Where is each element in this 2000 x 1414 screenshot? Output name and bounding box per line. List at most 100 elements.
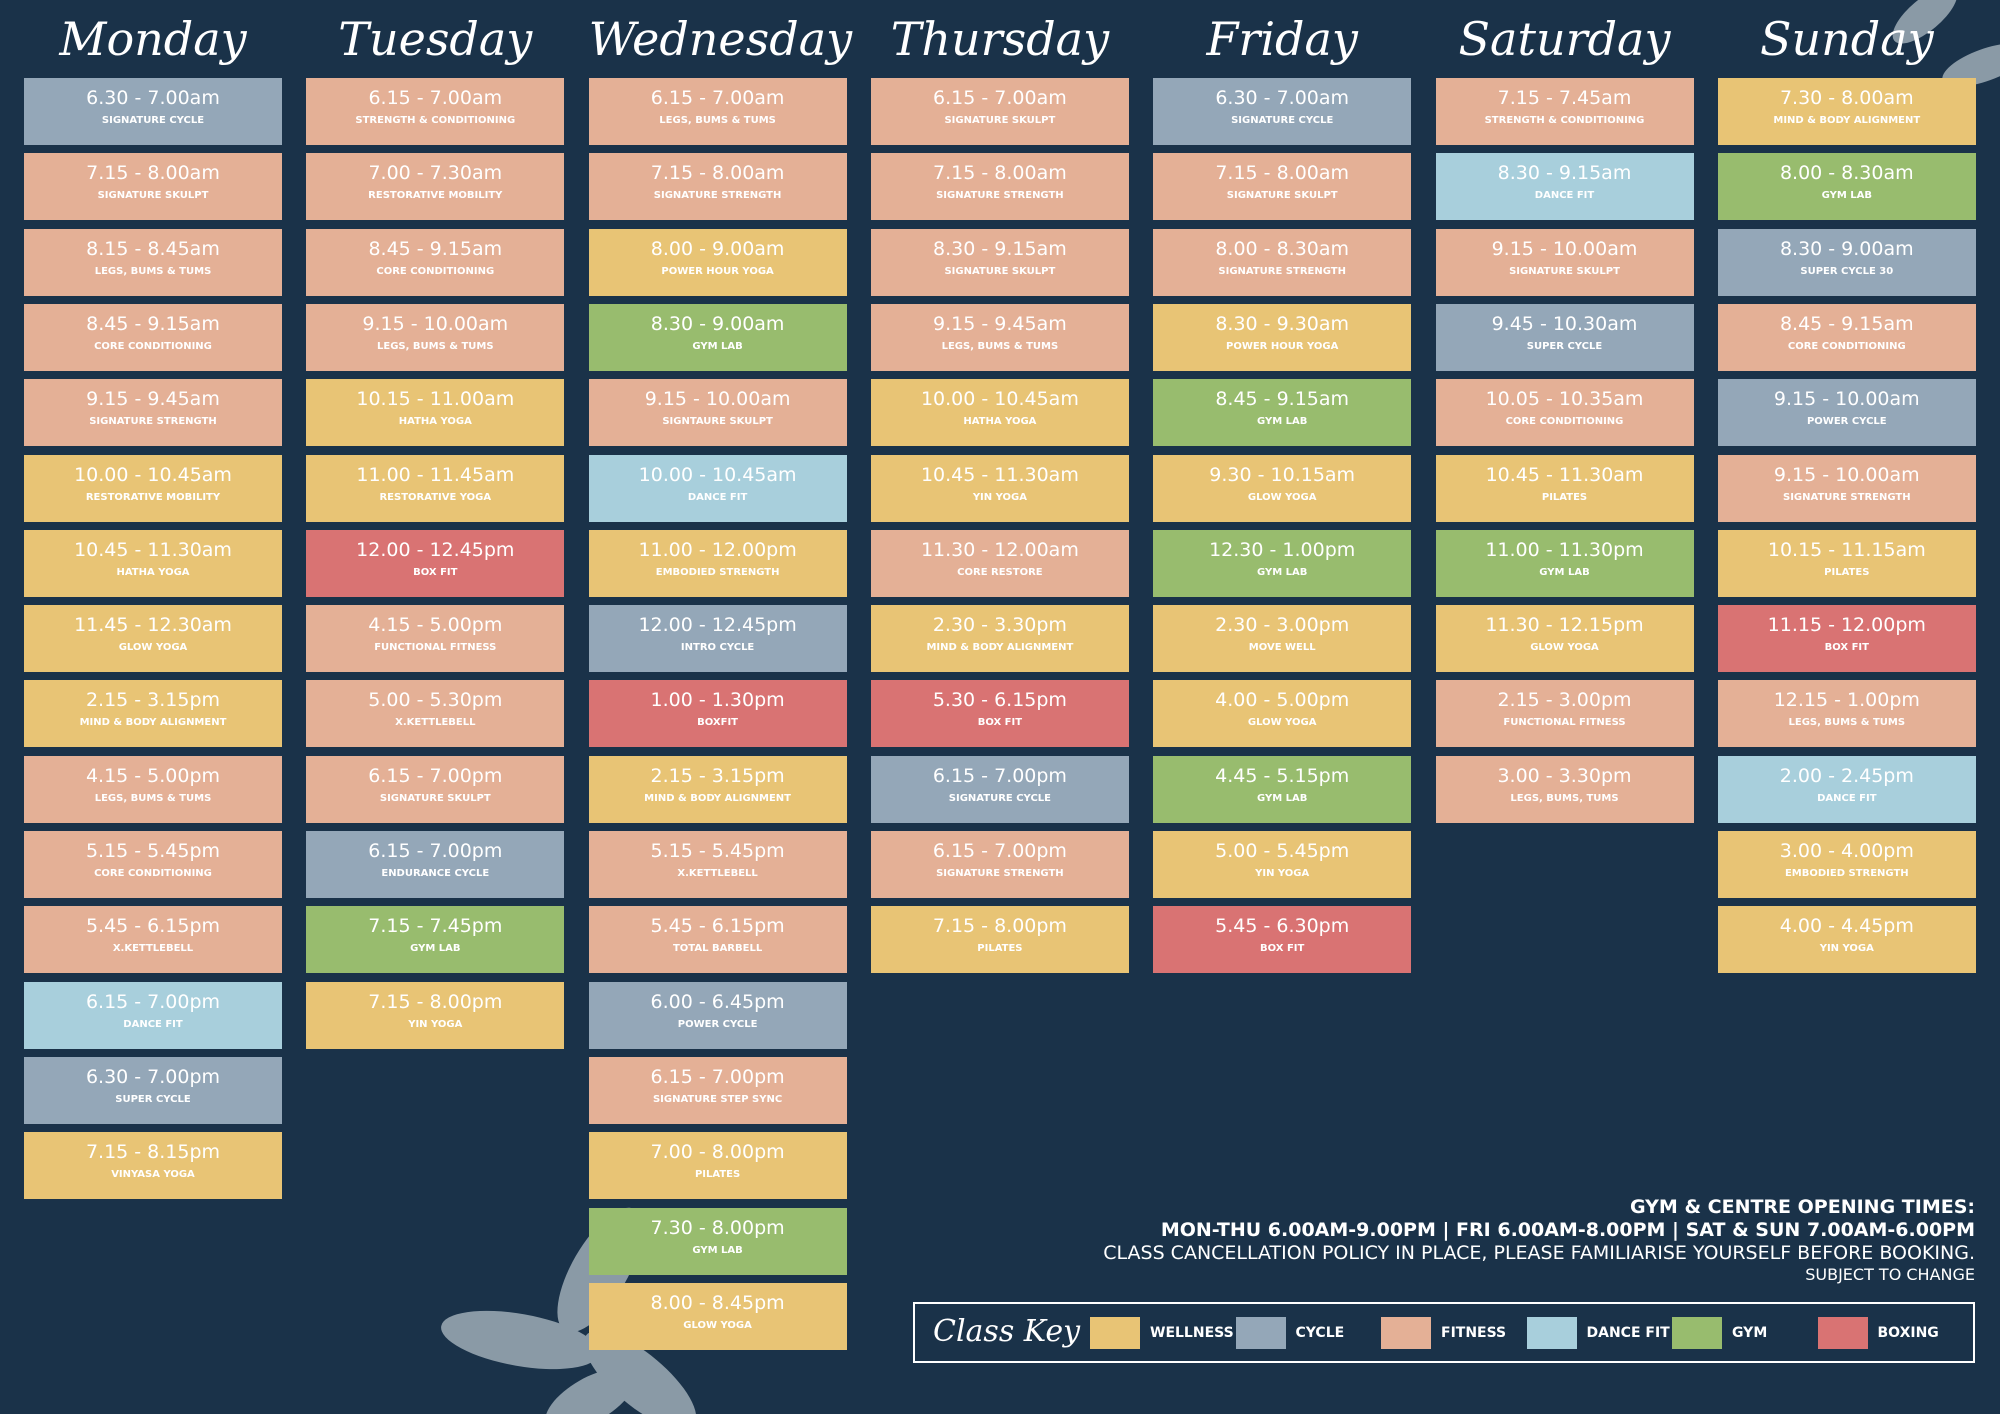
class-card: 10.45 - 11.30am PILATES <box>1435 454 1694 522</box>
key-label: WELLNESS <box>1150 1325 1234 1341</box>
class-name: SIGNATURE SKULPT <box>944 265 1056 277</box>
class-time: 3.00 - 4.00pm <box>1779 840 1914 862</box>
class-name: X.KETTLEBELL <box>112 943 194 955</box>
day-heading: Monday <box>59 12 247 66</box>
class-card: 2.30 - 3.00pm MOVE WELL <box>1153 605 1412 673</box>
class-name: GYM LAB <box>1821 190 1872 202</box>
class-time: 7.15 - 7.45am <box>1497 87 1632 109</box>
class-time: 7.00 - 8.00pm <box>650 1141 785 1164</box>
key-label: FITNESS <box>1441 1325 1507 1341</box>
class-time: 10.05 - 10.35am <box>1485 388 1644 411</box>
class-time: 11.30 - 12.00am <box>920 538 1079 561</box>
class-name: GYM LAB <box>1539 566 1590 578</box>
class-name: RESTORATIVE MOBILITY <box>368 190 503 202</box>
class-name: GYM LAB <box>1256 416 1308 428</box>
class-time: 6.30 - 7.00am <box>86 87 220 109</box>
class-name: PILATES <box>977 943 1023 955</box>
class-name: ENDURANCE CYCLE <box>381 868 490 879</box>
class-name: SIGNTAURE SKULPT <box>662 416 773 428</box>
class-name: GLOW YOGA <box>1247 717 1317 729</box>
class-time: 9.15 - 10.00am <box>1773 463 1920 486</box>
class-name: MIND & BODY ALIGNMENT <box>1773 115 1921 126</box>
class-time: 6.15 - 7.00pm <box>368 840 503 862</box>
class-card: 10.05 - 10.35am CORE CONDITIONING <box>1435 379 1694 447</box>
class-card: 8.30 - 9.15am DANCE FIT <box>1435 153 1694 221</box>
class-time: 6.30 - 7.00pm <box>85 1065 221 1088</box>
class-name: GLOW YOGA <box>118 642 188 654</box>
class-time: 9.15 - 9.45am <box>933 312 1067 335</box>
class-name: LEGS, BUMS & TUMS <box>941 340 1059 352</box>
class-name: BOXFIT <box>697 717 739 729</box>
class-time: 8.30 - 9.30am <box>1215 312 1350 335</box>
class-card: 7.15 - 7.45pm GYM LAB <box>306 906 565 974</box>
class-name: SIGNATURE CYCLE <box>1231 115 1334 126</box>
class-card: 8.00 - 8.45pm GLOW YOGA <box>588 1282 847 1350</box>
class-name: VINYASA YOGA <box>111 1169 195 1181</box>
class-name: SIGNATURE STRENGTH <box>1218 265 1346 277</box>
class-time: 12.00 - 12.45pm <box>356 538 515 561</box>
class-time: 5.45 - 6.15pm <box>85 915 221 938</box>
footer-hours: MON-THU 6.00AM-9.00PM | FRI 6.00AM-8.00P… <box>1160 1219 1975 1241</box>
class-time: 8.30 - 9.00am <box>650 312 785 335</box>
class-card: 7.00 - 7.30am RESTORATIVE MOBILITY <box>306 153 565 221</box>
class-name: CORE CONDITIONING <box>94 868 212 879</box>
key-swatch <box>1817 1317 1868 1349</box>
class-name: HATHA YOGA <box>398 416 472 428</box>
class-name: EMBODIED STRENGTH <box>655 566 780 578</box>
class-time: 11.00 - 11.30pm <box>1485 538 1644 561</box>
class-card: 6.30 - 7.00pm SUPER CYCLE <box>24 1056 282 1124</box>
class-card: 8.30 - 9.00am GYM LAB <box>588 303 847 371</box>
class-name: BOX FIT <box>413 566 458 578</box>
class-name: RESTORATIVE YOGA <box>379 491 492 503</box>
class-card: 12.15 - 1.00pm LEGS, BUMS & TUMS <box>1717 680 1976 748</box>
class-card: 9.15 - 10.00am SIGNTAURE SKULPT <box>588 379 847 447</box>
class-card: 3.00 - 3.30pm LEGS, BUMS, TUMS <box>1435 755 1694 823</box>
class-card: 7.00 - 8.00pm PILATES <box>588 1132 847 1200</box>
class-card: 2.30 - 3.30pm MIND & BODY ALIGNMENT <box>870 605 1129 673</box>
class-name: SIGNATURE STRENGTH <box>1783 491 1911 503</box>
class-name: SIGNATURE STRENGTH <box>89 416 217 428</box>
class-time: 9.15 - 10.00am <box>1773 388 1920 411</box>
class-name: LEGS, BUMS & TUMS <box>94 792 212 804</box>
class-name: SIGNATURE STRENGTH <box>936 868 1064 879</box>
class-name: CORE RESTORE <box>957 566 1043 578</box>
day-heading: Thursday <box>890 12 1110 66</box>
class-name: LEGS, BUMS & TUMS <box>377 340 494 352</box>
class-card: 2.15 - 3.15pm MIND & BODY ALIGNMENT <box>588 755 847 823</box>
class-time: 6.00 - 6.45pm <box>650 990 785 1013</box>
class-time: 3.00 - 3.30pm <box>1497 764 1632 787</box>
class-time: 9.15 - 10.00am <box>362 312 509 335</box>
class-time: 12.00 - 12.45pm <box>638 614 797 637</box>
class-card: 11.15 - 12.00pm BOX FIT <box>1717 605 1976 673</box>
class-name: SIGNATURE CYCLE <box>101 115 205 126</box>
class-card: 5.15 - 5.45pm CORE CONDITIONING <box>24 831 282 898</box>
class-name: LEGS, BUMS, TUMS <box>1510 792 1619 804</box>
class-time: 5.00 - 5.30pm <box>368 689 503 712</box>
class-time: 8.30 - 9.15am <box>1497 162 1632 185</box>
class-card: 8.30 - 9.15am SIGNATURE SKULPT <box>870 228 1129 296</box>
class-card: 10.45 - 11.30am YIN YOGA <box>870 454 1129 522</box>
class-name: SIGNATURE SKULPT <box>1509 265 1620 277</box>
class-time: 8.45 - 9.15am <box>1215 388 1350 411</box>
class-time: 11.30 - 12.15pm <box>1485 614 1644 637</box>
class-name: INTRO CYCLE <box>680 642 755 654</box>
class-time: 2.30 - 3.30pm <box>932 614 1067 637</box>
class-card: 11.30 - 12.15pm GLOW YOGA <box>1435 605 1694 673</box>
class-card: 10.15 - 11.15am PILATES <box>1717 529 1976 597</box>
class-name: DANCE FIT <box>1817 792 1877 804</box>
class-name: CORE CONDITIONING <box>1787 340 1906 352</box>
class-time: 10.15 - 11.15am <box>1767 538 1926 561</box>
class-time: 2.15 - 3.00pm <box>1497 689 1632 712</box>
class-time: 1.00 - 1.30pm <box>650 689 785 712</box>
class-card: 2.15 - 3.15pm MIND & BODY ALIGNMENT <box>24 680 282 748</box>
class-time: 5.00 - 5.45pm <box>1215 840 1350 862</box>
class-card: 8.00 - 8.30am SIGNATURE STRENGTH <box>1153 228 1412 296</box>
class-name: GYM LAB <box>692 340 743 352</box>
class-name: BOX FIT <box>1824 642 1869 654</box>
class-name: SIGNATURE SKULPT <box>1226 190 1338 202</box>
class-time: 6.15 - 7.00pm <box>932 840 1067 862</box>
class-name: SIGNATURE STEP SYNC <box>652 1093 783 1105</box>
class-name: GYM LAB <box>692 1244 743 1256</box>
class-name: EMBODIED STRENGTH <box>1784 868 1909 879</box>
class-time: 4.15 - 5.00pm <box>368 614 503 637</box>
